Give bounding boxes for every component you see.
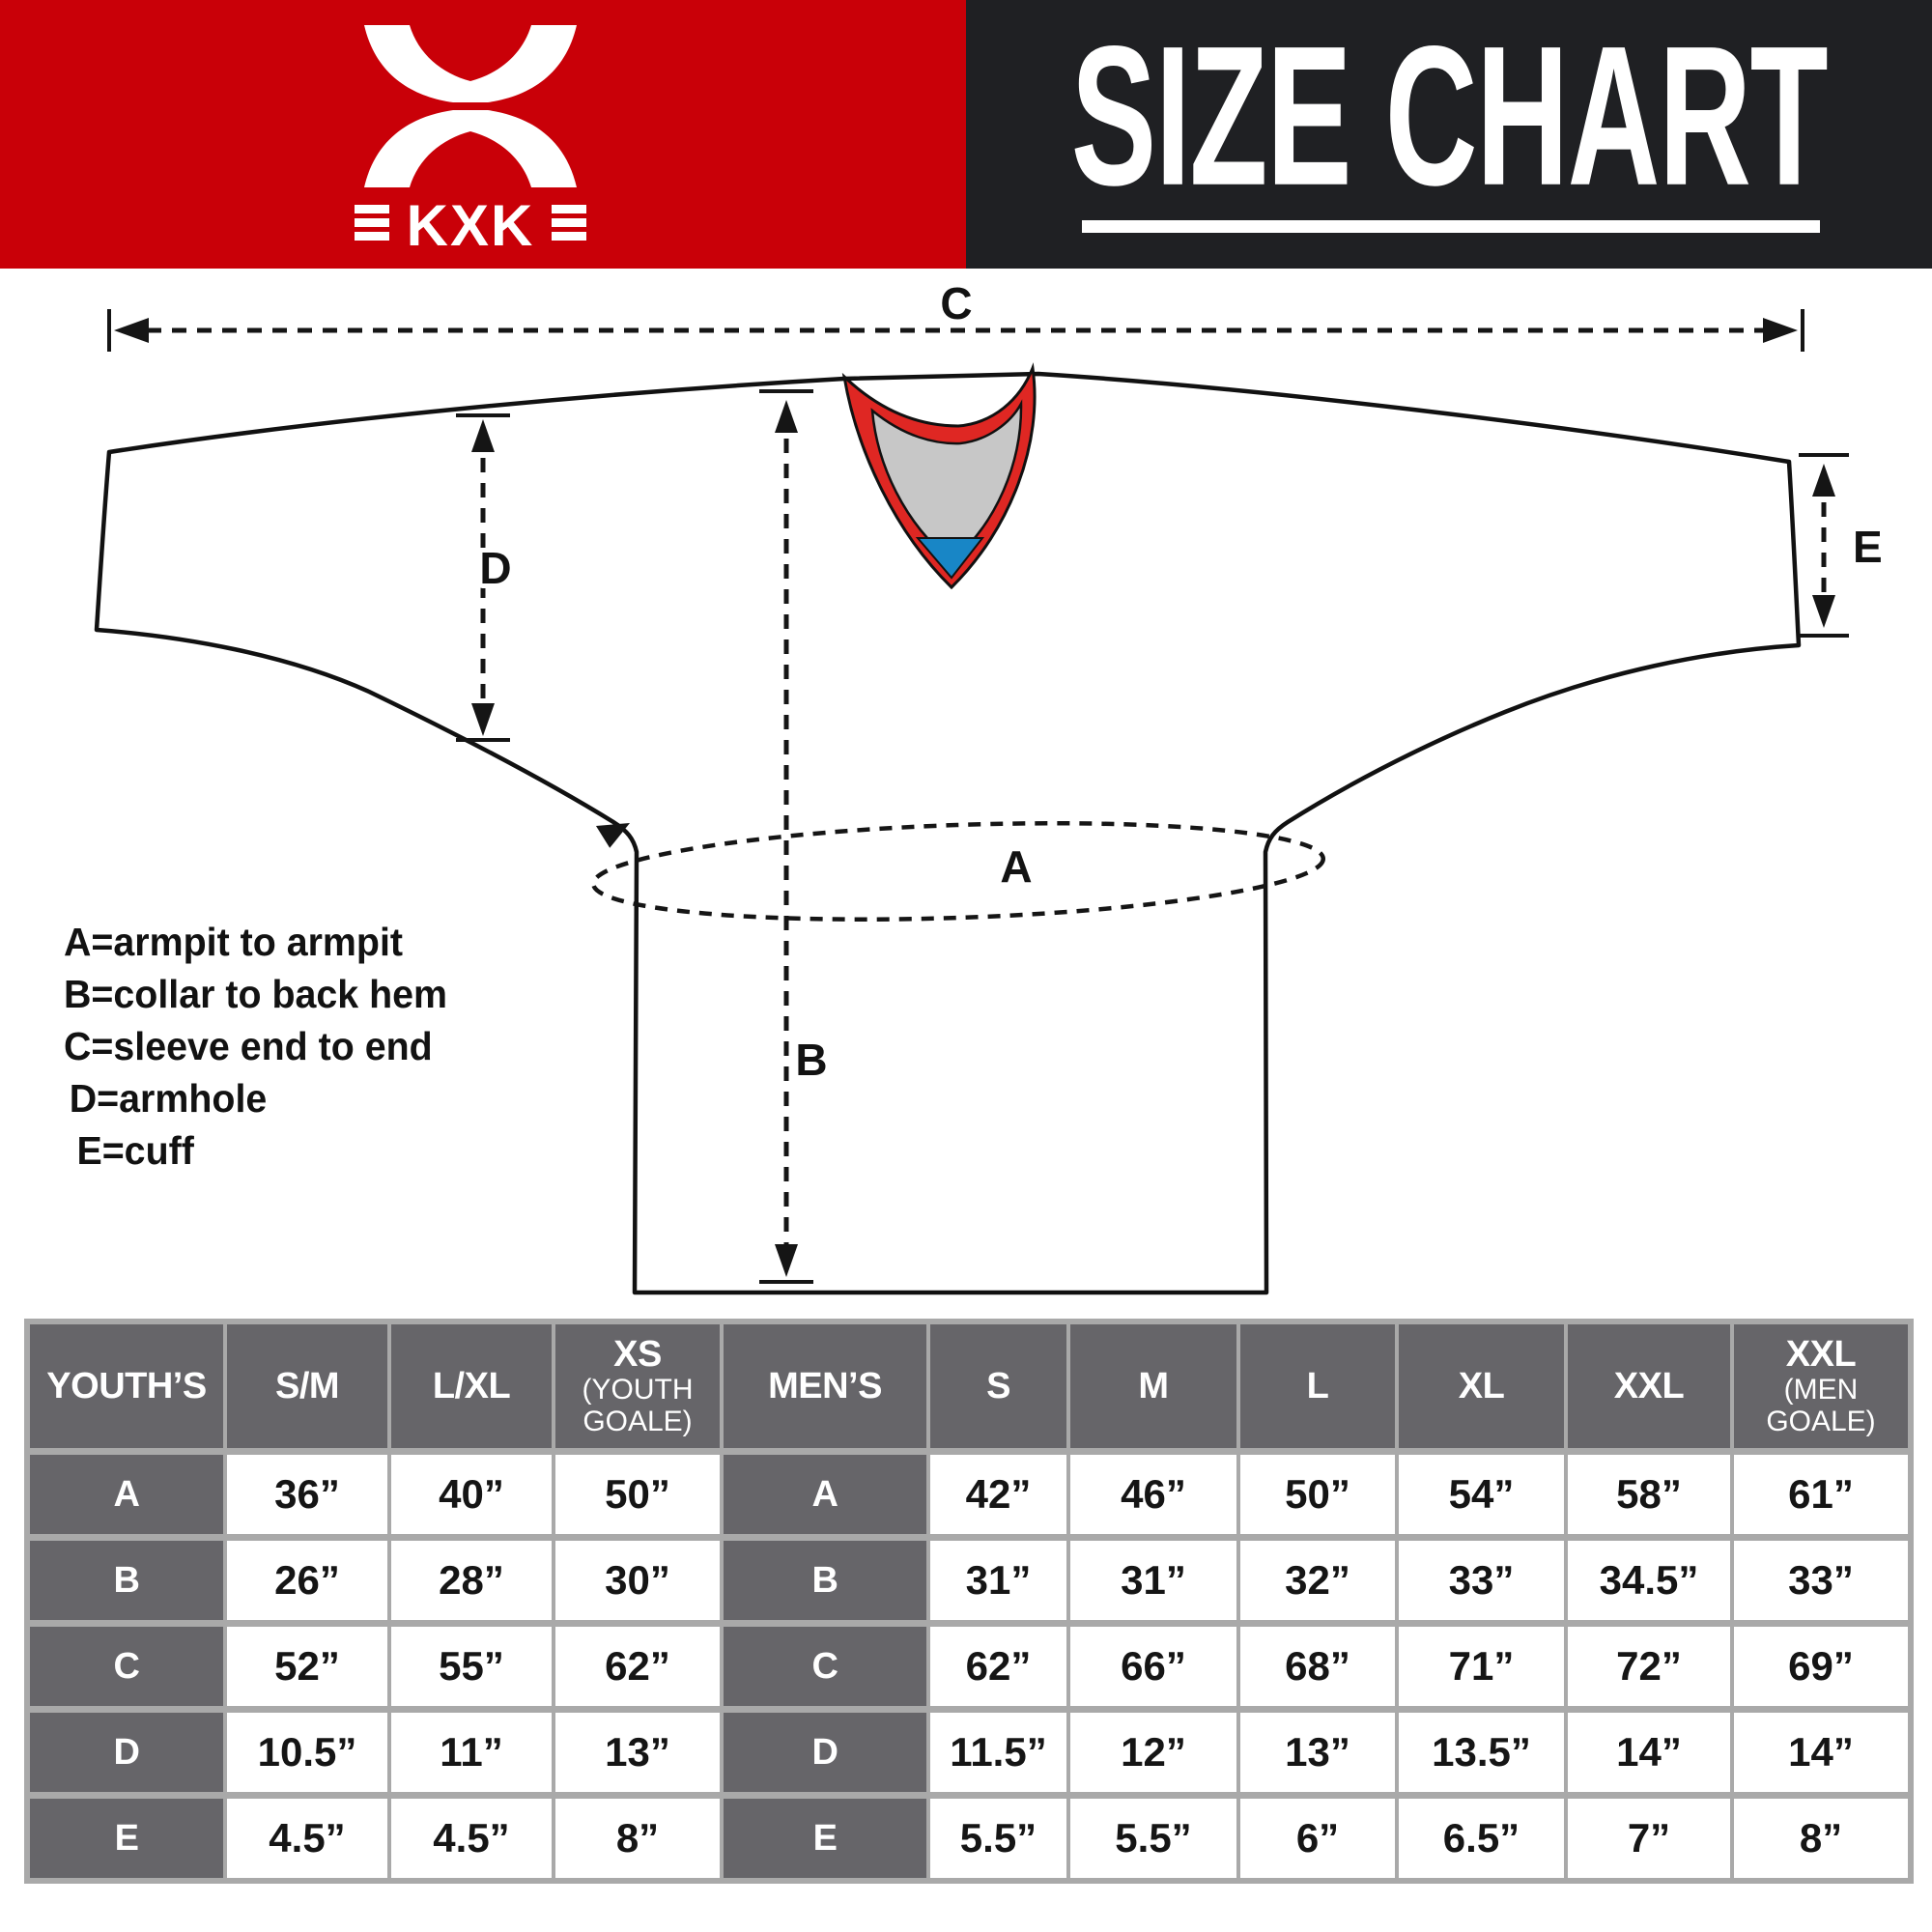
row-label-youth: B (30, 1541, 223, 1620)
value-cell-men: 61” (1734, 1455, 1908, 1534)
value-cell-youth: 52” (227, 1627, 387, 1706)
kxk-logo: KXK (355, 25, 586, 249)
value-cell-men: 6” (1240, 1799, 1395, 1878)
kxk-logo-text: KXK (407, 193, 535, 249)
col-header-youths: YOUTH’S (30, 1324, 223, 1448)
value-cell-men: 32” (1240, 1541, 1395, 1620)
value-cell-men: 13” (1240, 1713, 1395, 1792)
legend-line: C=sleeve end to end (64, 1024, 433, 1068)
kxk-logo-symbol-icon: KXK (355, 25, 586, 249)
measure-arrow-c (107, 309, 1804, 352)
label-a: A (1000, 841, 1032, 892)
value-cell-men: 31” (930, 1541, 1066, 1620)
measure-arrow-e (1799, 453, 1849, 638)
value-cell-men: 5.5” (1070, 1799, 1236, 1878)
page-title: SIZE CHART (1070, 4, 1829, 226)
row-label-men: B (724, 1541, 926, 1620)
col-header-men-size: XL (1399, 1324, 1564, 1448)
col-header-men-size: S (930, 1324, 1066, 1448)
value-cell-youth: 55” (391, 1627, 552, 1706)
value-cell-men: 5.5” (930, 1799, 1066, 1878)
value-cell-youth: 50” (555, 1455, 720, 1534)
row-label-men: A (724, 1455, 926, 1534)
value-cell-men: 14” (1734, 1713, 1908, 1792)
value-cell-men: 42” (930, 1455, 1066, 1534)
row-label-youth: C (30, 1627, 223, 1706)
col-header-youth-size: XS (YOUTH GOALE) (555, 1324, 720, 1448)
collar (841, 362, 1037, 590)
value-cell-youth: 4.5” (391, 1799, 552, 1878)
row-label-men: C (724, 1627, 926, 1706)
value-cell-men: 69” (1734, 1627, 1908, 1706)
header-black-panel: SIZE CHART (966, 0, 1932, 269)
value-cell-youth: 28” (391, 1541, 552, 1620)
header-red-panel: KXK (0, 0, 966, 269)
value-cell-men: 13.5” (1399, 1713, 1564, 1792)
value-cell-men: 6.5” (1399, 1799, 1564, 1878)
col-header-mens: MEN’S (724, 1324, 926, 1448)
row-label-men: D (724, 1713, 926, 1792)
title-underline (1082, 220, 1820, 233)
legend-line: D=armhole (69, 1076, 268, 1121)
value-cell-men: 12” (1070, 1713, 1236, 1792)
value-cell-men: 46” (1070, 1455, 1236, 1534)
collar-blue-trim (915, 537, 985, 580)
measure-arrow-d (456, 413, 510, 742)
value-cell-men: 68” (1240, 1627, 1395, 1706)
col-header-youth-size: S/M (227, 1324, 387, 1448)
label-c: C (940, 278, 972, 328)
value-cell-youth: 13” (555, 1713, 720, 1792)
label-b: B (795, 1035, 827, 1085)
size-table: YOUTH’S S/M L/XL XS (YOUTH GOALE) MEN’S S M L XL X… (24, 1319, 1914, 1884)
col-header-youth-size-sub: (YOUTH GOALE) (582, 1374, 694, 1437)
value-cell-men: 8” (1734, 1799, 1908, 1878)
row-label-youth: E (30, 1799, 223, 1878)
label-d: D (479, 543, 511, 593)
col-header-men-size: L (1240, 1324, 1395, 1448)
legend-line: A=armpit to armpit (64, 920, 404, 964)
legend-line: B=collar to back hem (64, 972, 448, 1016)
value-cell-men: 62” (930, 1627, 1066, 1706)
value-cell-men: 14” (1568, 1713, 1730, 1792)
col-header-men-size: M (1070, 1324, 1236, 1448)
value-cell-men: 58” (1568, 1455, 1730, 1534)
value-cell-men: 33” (1399, 1541, 1564, 1620)
row-label-men: E (724, 1799, 926, 1878)
value-cell-men: 33” (1734, 1541, 1908, 1620)
value-cell-men: 50” (1240, 1455, 1395, 1534)
label-e: E (1853, 522, 1883, 572)
value-cell-youth: 4.5” (227, 1799, 387, 1878)
value-cell-men: 71” (1399, 1627, 1564, 1706)
jersey-outline (94, 371, 1802, 1295)
measure-arrow-b (759, 389, 813, 1284)
row-label-youth: A (30, 1455, 223, 1534)
value-cell-youth: 10.5” (227, 1713, 387, 1792)
value-cell-youth: 40” (391, 1455, 552, 1534)
col-header-men-size: XXL (1568, 1324, 1730, 1448)
collar-inner-gray (870, 399, 1023, 563)
legend-line: E=cuff (76, 1128, 194, 1173)
value-cell-youth: 36” (227, 1455, 387, 1534)
value-cell-men: 34.5” (1568, 1541, 1730, 1620)
value-cell-men: 72” (1568, 1627, 1730, 1706)
logo-right-bars-icon (552, 205, 586, 241)
col-header-men-size: XXL (MEN GOALE) (1734, 1324, 1908, 1448)
value-cell-youth: 30” (555, 1541, 720, 1620)
row-label-youth: D (30, 1713, 223, 1792)
value-cell-men: 7” (1568, 1799, 1730, 1878)
value-cell-men: 31” (1070, 1541, 1236, 1620)
value-cell-men: 66” (1070, 1627, 1236, 1706)
value-cell-youth: 8” (555, 1799, 720, 1878)
col-header-men-size-sub: (MEN GOALE) (1766, 1374, 1876, 1437)
value-cell-youth: 62” (555, 1627, 720, 1706)
value-cell-men: 54” (1399, 1455, 1564, 1534)
value-cell-youth: 26” (227, 1541, 387, 1620)
value-cell-men: 11.5” (930, 1713, 1066, 1792)
value-cell-youth: 11” (391, 1713, 552, 1792)
measure-ellipse-a (590, 820, 1326, 923)
measurement-legend: A=armpit to armpit B=collar to back hem C=… (64, 916, 447, 1177)
logo-left-bars-icon (355, 205, 389, 241)
col-header-youth-size: L/XL (391, 1324, 552, 1448)
